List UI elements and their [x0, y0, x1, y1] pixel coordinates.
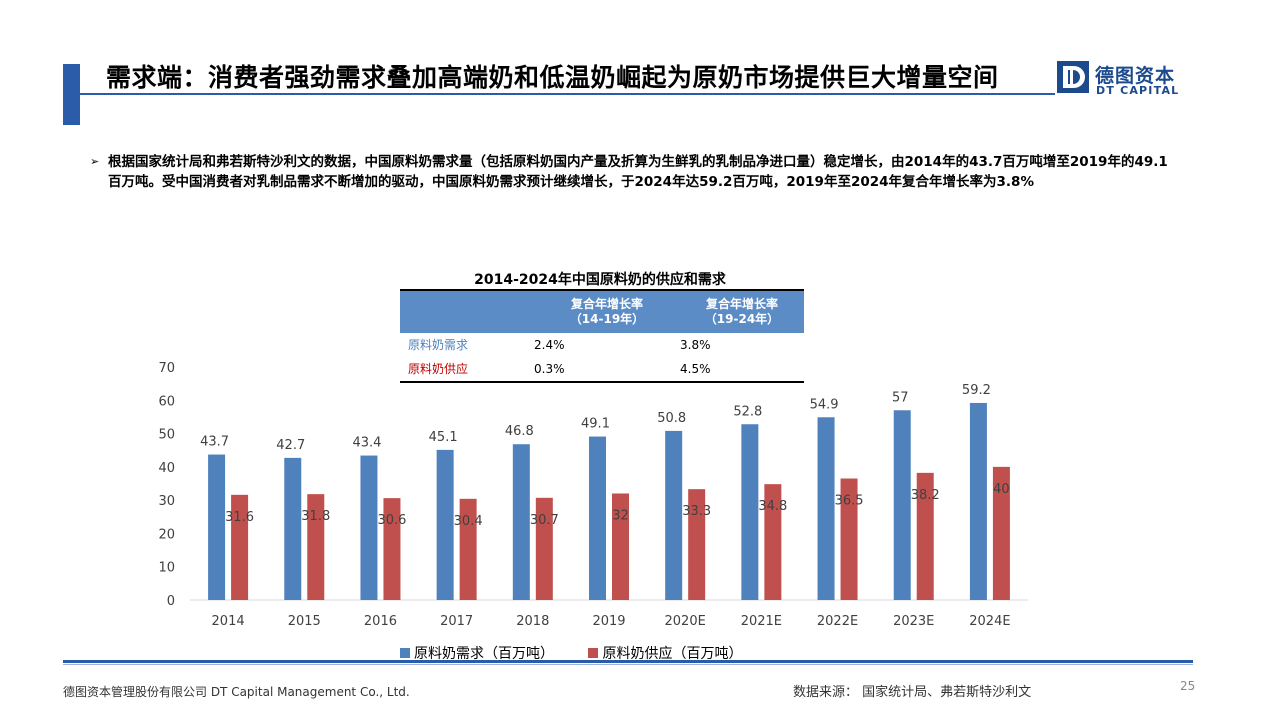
x-tick-label: 2015 — [288, 614, 321, 629]
data-label-demand: 42.7 — [276, 438, 305, 453]
bar-supply — [764, 484, 782, 600]
bar-demand — [436, 449, 454, 600]
bar-demand — [665, 430, 683, 600]
data-label-supply: 30.7 — [530, 513, 559, 528]
cagr-table-header: 复合年增长率 （14-19年） 复合年增长率 （19-24年） — [400, 289, 804, 333]
data-label-demand: 45.1 — [429, 430, 458, 445]
y-tick-label: 20 — [158, 527, 175, 542]
bar-supply — [688, 489, 706, 600]
summary-bullet: ➢ 根据国家统计局和弗若斯特沙利文的数据，中国原料奶需求量（包括原料奶国内产量及… — [90, 152, 1170, 192]
row-label-supply: 原料奶供应 — [400, 356, 534, 383]
bar-demand — [284, 457, 302, 600]
bar-supply — [612, 493, 629, 600]
data-label-supply: 36.5 — [835, 494, 864, 509]
y-tick-label: 0 — [167, 594, 175, 609]
demand-cagr-14-19: 2.4% — [534, 337, 565, 352]
x-tick-label: 2014 — [212, 614, 245, 629]
legend-swatch-supply — [588, 648, 599, 658]
title-underline — [80, 93, 1055, 95]
logo-text-en: DT CAPITAL — [1096, 84, 1180, 97]
data-label-supply: 31.6 — [225, 510, 254, 525]
logo-text-cn: 德图资本 — [1095, 65, 1176, 87]
table-row: 原料奶供应 0.3% 4.5% — [400, 356, 804, 383]
summary-text: 根据国家统计局和弗若斯特沙利文的数据，中国原料奶需求量（包括原料奶国内产量及折算… — [108, 154, 1168, 190]
page-title: 需求端：消费者强劲需求叠加高端奶和低温奶崛起为原奶市场提供巨大增量空间 — [106, 63, 999, 92]
x-tick-label: 2018 — [516, 614, 549, 629]
supply-demand-bar-chart: 0 10 20 30 40 50 60 70 43.7 31.6 2014 42.7 31.8 2015 4… — [158, 361, 1028, 629]
data-label-demand: 57 — [892, 390, 909, 405]
bar-supply — [383, 498, 401, 600]
legend-swatch-demand — [400, 648, 410, 658]
data-label-supply: 32 — [612, 508, 629, 523]
chart-legend: 原料奶需求（百万吨） 原料奶供应（百万吨） — [400, 643, 772, 663]
bullet-arrow-icon: ➢ — [90, 155, 100, 168]
bar-supply — [307, 494, 325, 600]
bar-demand — [208, 454, 226, 600]
dt-capital-logo: 德图资本 DT CAPITAL — [1057, 61, 1182, 99]
cagr-header-14-19: 复合年增长率 （14-19年） — [534, 289, 680, 333]
chart-title: 2014-2024年中国原料奶的供应和需求 — [474, 272, 726, 288]
row-label-demand: 原料奶需求 — [408, 338, 469, 352]
y-tick-label: 40 — [158, 461, 175, 476]
bar-demand — [360, 455, 378, 600]
x-tick-label: 2016 — [364, 614, 397, 629]
data-label-supply: 34.8 — [758, 499, 787, 514]
x-tick-label: 2017 — [440, 614, 473, 629]
bar-supply — [459, 498, 477, 600]
data-label-demand: 52.8 — [733, 404, 762, 419]
bar-demand — [741, 424, 759, 600]
supply-cagr-19-24: 4.5% — [680, 356, 804, 383]
bar-demand — [893, 410, 911, 600]
legend-item-demand: 原料奶需求（百万吨） — [400, 643, 554, 663]
table-row: 原料奶需求 2.4% 3.8% — [400, 333, 804, 356]
bar-demand — [512, 444, 530, 600]
x-tick-label: 2021E — [741, 614, 782, 629]
cagr-header-19-24: 复合年增长率 （19-24年） — [680, 289, 804, 333]
footer-company: 德图资本管理股份有限公司 DT Capital Management Co., … — [63, 685, 410, 699]
footer-source: 数据来源： 国家统计局、弗若斯特沙利文 — [793, 685, 1032, 700]
bar-supply — [992, 466, 1010, 600]
x-tick-label: 2019 — [592, 614, 625, 629]
y-tick-label: 10 — [158, 561, 175, 576]
bar-supply — [535, 497, 553, 600]
data-label-demand: 49.1 — [581, 417, 610, 432]
data-label-supply: 33.3 — [682, 504, 711, 519]
x-tick-label: 2023E — [893, 614, 934, 629]
x-tick-label: 2022E — [817, 614, 858, 629]
data-label-demand: 43.4 — [352, 436, 381, 451]
bar-demand — [817, 417, 835, 600]
data-label-supply: 38.2 — [911, 488, 940, 503]
y-tick-label: 70 — [158, 361, 175, 376]
footer-rule — [63, 660, 1193, 663]
data-label-supply: 30.4 — [454, 514, 483, 529]
bar-demand — [589, 436, 606, 600]
y-tick-label: 30 — [158, 494, 175, 509]
data-label-demand: 59.2 — [962, 383, 991, 398]
y-tick-label: 60 — [158, 394, 175, 409]
bar-supply — [840, 478, 858, 600]
data-label-supply: 40 — [993, 482, 1010, 497]
dt-logo-icon — [1057, 61, 1089, 93]
supply-cagr-14-19: 0.3% — [534, 356, 680, 383]
footer-rule-thin — [63, 664, 1193, 665]
x-tick-label: 2024E — [969, 614, 1010, 629]
cagr-header-blank — [400, 289, 534, 333]
data-label-demand: 46.8 — [505, 424, 534, 439]
page-number: 25 — [1180, 679, 1196, 693]
data-label-demand: 43.7 — [200, 435, 229, 450]
data-label-demand: 54.9 — [810, 397, 839, 412]
bar-supply — [231, 494, 249, 600]
data-label-supply: 31.8 — [301, 509, 330, 524]
title-accent-bar — [63, 64, 80, 125]
y-tick-label: 50 — [158, 428, 175, 443]
cagr-table: 复合年增长率 （14-19年） 复合年增长率 （19-24年） 原料奶需求 2.… — [400, 289, 804, 383]
bar-supply — [916, 472, 934, 600]
demand-cagr-19-24: 3.8% — [680, 337, 711, 352]
legend-item-supply: 原料奶供应（百万吨） — [588, 643, 742, 663]
data-label-demand: 50.8 — [657, 411, 686, 426]
bar-demand — [969, 402, 987, 600]
data-label-supply: 30.6 — [377, 513, 406, 528]
x-tick-label: 2020E — [665, 614, 706, 629]
